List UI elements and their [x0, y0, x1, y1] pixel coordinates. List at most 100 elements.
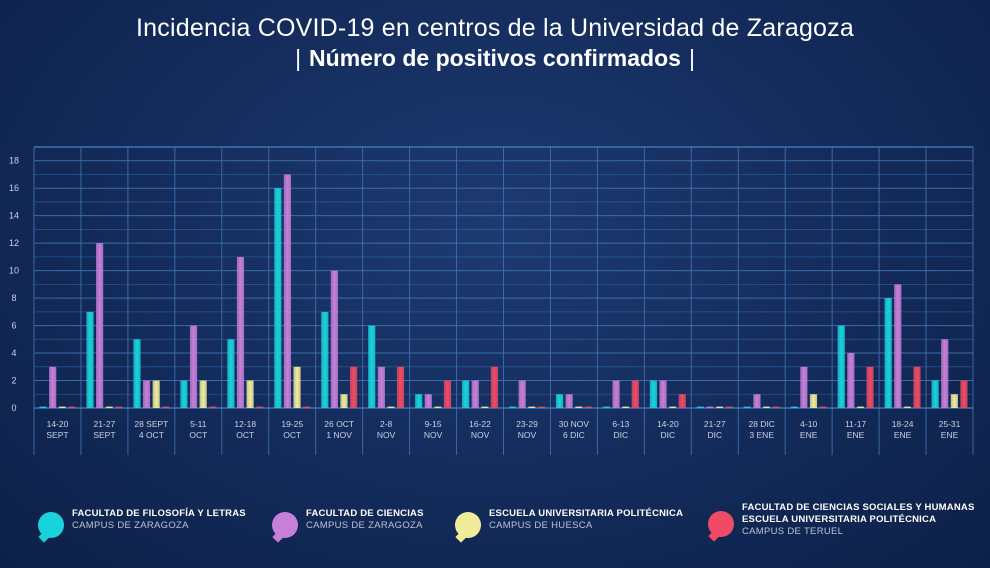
bar-teruel	[162, 406, 170, 408]
bar-filosofia	[555, 394, 564, 408]
bar-teruel	[725, 406, 733, 408]
legend-label-filosofia: FACULTAD DE FILOSOFÍA Y LETRAS	[72, 508, 246, 519]
legend-swatch-huesca	[455, 512, 481, 538]
x-tick-label: 28 DIC	[748, 419, 774, 429]
y-tick-label: 8	[11, 293, 16, 303]
bar-filosofia	[133, 339, 141, 408]
bar-filosofia	[321, 311, 329, 408]
bar-filosofia	[884, 298, 892, 408]
bar-ciencias	[612, 380, 620, 408]
bar-filosofia	[649, 380, 658, 408]
bar-ciencias	[189, 325, 198, 408]
bar-huesca	[340, 394, 348, 408]
x-tick-label: 11-17	[845, 419, 866, 429]
bar-ciencias	[96, 243, 104, 408]
bar-filosofia	[274, 188, 282, 408]
subtitle-bar-left: |	[295, 45, 302, 71]
bar-huesca	[856, 406, 865, 408]
legend-item-teruel: FACULTAD DE CIENCIAS SOCIALES Y HUMANAS …	[708, 502, 974, 538]
bar-huesca	[715, 406, 724, 408]
legend-item-ciencias: FACULTAD DE CIENCIAS CAMPUS DE ZARAGOZA	[272, 508, 424, 538]
bar-huesca	[903, 406, 911, 408]
bar-ciencias	[377, 366, 385, 408]
x-tick-label: ENE	[941, 430, 959, 440]
bar-teruel	[960, 380, 968, 408]
x-tick-label: 12-18	[234, 419, 256, 429]
bar-teruel	[913, 366, 921, 408]
bar-filosofia	[602, 406, 611, 408]
bar-huesca	[809, 394, 818, 408]
bar-filosofia	[837, 325, 845, 408]
bar-teruel	[772, 406, 780, 408]
x-tick-label: 26 OCT	[324, 419, 354, 429]
bar-filosofia	[180, 380, 188, 408]
legend-item-filosofia: FACULTAD DE FILOSOFÍA Y LETRAS CAMPUS DE…	[38, 508, 246, 538]
bar-ciencias	[49, 366, 57, 408]
x-tick-label: 23-29	[516, 419, 538, 429]
bar-teruel	[631, 380, 639, 408]
bar-ciencias	[753, 394, 761, 408]
bar-filosofia	[790, 406, 798, 408]
bar-ciencias	[706, 406, 714, 408]
x-tick-label: 1 NOV	[326, 430, 352, 440]
bar-huesca	[199, 380, 207, 408]
bar-filosofia	[462, 380, 470, 408]
bar-huesca	[246, 380, 254, 408]
x-tick-label: NOV	[377, 430, 396, 440]
y-tick-label: 10	[9, 266, 19, 276]
x-tick-label: OCT	[189, 430, 207, 440]
x-tick-label: ENE	[894, 430, 912, 440]
x-tick-label: ENE	[800, 430, 818, 440]
x-tick-label: DIC	[707, 430, 722, 440]
bar-filosofia	[743, 406, 751, 408]
y-tick-label: 2	[11, 376, 16, 386]
x-tick-label: 25-31	[939, 419, 961, 429]
bar-ciencias	[330, 270, 338, 408]
legend-swatch-filosofia	[38, 512, 64, 538]
bar-teruel	[209, 406, 217, 408]
bar-filosofia	[508, 406, 517, 408]
bar-ciencias	[847, 353, 855, 408]
x-tick-label: 4 OCT	[139, 430, 164, 440]
chart-subtitle-text: Número de positivos confirmados	[309, 45, 681, 71]
bar-teruel	[349, 366, 358, 408]
chart-subtitle: | Número de positivos confirmados |	[0, 45, 990, 72]
bar-filosofia	[415, 394, 423, 408]
bar-teruel	[115, 406, 123, 408]
x-tick-label: SEPT	[93, 430, 115, 440]
bar-filosofia	[227, 339, 235, 408]
bar-teruel	[819, 406, 827, 408]
legend-campus-huesca: CAMPUS DE HUESCA	[489, 520, 593, 531]
bar-huesca	[481, 406, 489, 408]
x-tick-label: 4-10	[800, 419, 817, 429]
y-tick-label: 6	[11, 321, 16, 331]
bar-teruel	[490, 366, 499, 408]
bar-ciencias	[283, 174, 292, 408]
x-tick-label: 5-11	[190, 419, 207, 429]
legend-label-teruel: FACULTAD DE CIENCIAS SOCIALES Y HUMANAS	[742, 502, 975, 513]
bar-huesca	[528, 406, 536, 408]
y-tick-label: 4	[11, 348, 16, 358]
x-tick-label: NOV	[471, 430, 490, 440]
bar-ciencias	[565, 394, 573, 408]
bar-huesca	[293, 366, 301, 408]
bar-ciencias	[518, 380, 526, 408]
x-tick-label: SEPT	[46, 430, 68, 440]
bar-huesca	[669, 406, 677, 408]
chart-title: Incidencia COVID-19 en centros de la Uni…	[136, 14, 854, 42]
bar-ciencias	[941, 339, 949, 408]
x-tick-label: DIC	[614, 430, 629, 440]
x-tick-label: NOV	[518, 430, 537, 440]
legend-item-huesca: ESCUELA UNIVERSITARIA POLITÉCNICA CAMPUS…	[455, 508, 683, 538]
bar-filosofia	[368, 325, 376, 408]
x-tick-label: 21-27	[704, 419, 726, 429]
bar-teruel	[866, 366, 874, 408]
x-tick-label: 2-8	[380, 419, 393, 429]
legend-label-teruel-2: ESCUELA UNIVERSITARIA POLITÉCNICA	[742, 514, 937, 525]
x-tick-label: 14-20	[47, 419, 69, 429]
x-tick-label: 14-20	[657, 419, 679, 429]
bar-huesca	[152, 380, 160, 408]
legend-campus-ciencias: CAMPUS DE ZARAGOZA	[306, 520, 423, 531]
y-tick-label: 16	[9, 183, 19, 193]
